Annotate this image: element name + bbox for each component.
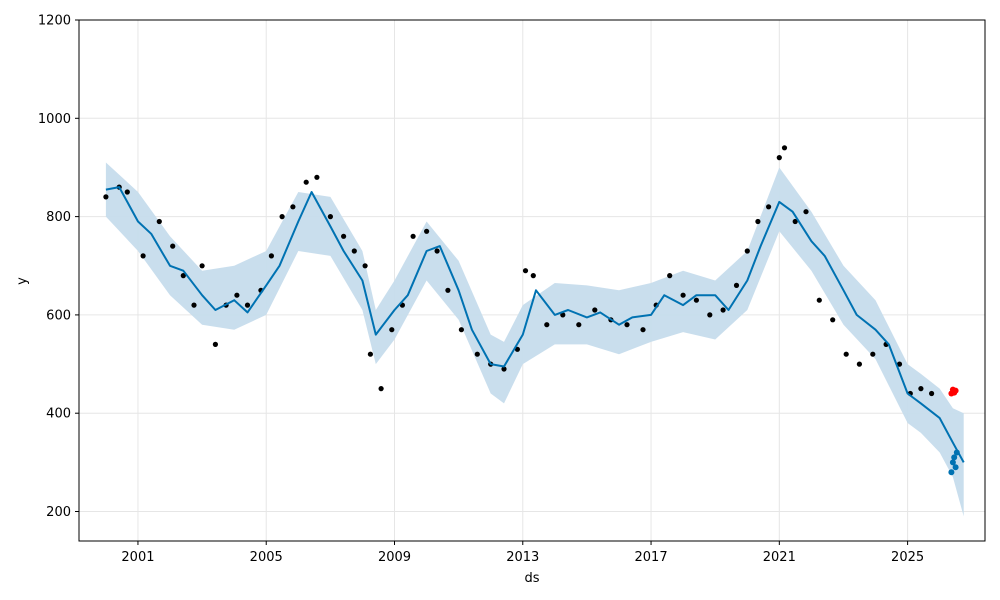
y-tick-label: 400: [46, 407, 71, 422]
forecast-point: [953, 449, 960, 456]
plot-area-frame: [78, 19, 986, 542]
observed-point: [140, 253, 146, 259]
observed-point: [341, 233, 347, 239]
forecast-point: [951, 454, 958, 461]
observed-point: [458, 327, 464, 333]
observed-point: [792, 218, 798, 225]
y-axis-title: y: [15, 277, 30, 285]
x-tick-label: 2001: [121, 550, 154, 565]
observed-point: [180, 273, 186, 279]
observed-point: [530, 273, 536, 279]
observed-point: [434, 248, 440, 254]
recent-point: [952, 387, 959, 394]
observed-point: [234, 292, 240, 298]
observed-point: [667, 273, 673, 279]
observed-point: [378, 386, 384, 392]
observed-point: [170, 243, 176, 249]
recent-points: [948, 386, 959, 397]
forecast-line-path: [105, 186, 965, 463]
forecast-point: [948, 469, 955, 476]
y-tick-label: 1000: [38, 112, 71, 127]
observed-point: [389, 327, 395, 333]
observed-point: [918, 386, 924, 392]
observed-point: [680, 292, 686, 298]
observed-point: [755, 218, 761, 225]
observed-point: [290, 204, 296, 210]
y-tick-label: 600: [46, 308, 71, 323]
x-axis-title: ds: [524, 571, 539, 586]
x-tick-label: 2025: [891, 550, 924, 565]
observed-point: [830, 317, 836, 323]
observed-point: [816, 297, 822, 303]
observed-point: [124, 189, 130, 195]
observed-point: [560, 312, 566, 318]
y-axis-ticks: 200 400 600 800 1000 1200: [38, 14, 79, 520]
forecast-point: [949, 459, 956, 466]
observed-point: [576, 322, 582, 328]
observed-point: [803, 209, 809, 215]
observed-point: [744, 248, 750, 254]
observed-point: [327, 214, 333, 220]
observed-point: [720, 307, 726, 313]
observed-point: [514, 346, 521, 352]
observed-point: [693, 297, 700, 303]
observed-point: [410, 233, 416, 239]
observed-point: [424, 228, 430, 234]
observed-point: [522, 268, 529, 274]
observed-point: [303, 179, 309, 185]
observed-point: [707, 312, 713, 318]
observed-point: [501, 366, 507, 372]
observed-point: [199, 263, 205, 269]
observed-point: [474, 351, 480, 357]
forecast-line: [105, 186, 965, 463]
x-tick-label: 2009: [378, 550, 411, 565]
observed-point: [856, 361, 863, 367]
observed-point: [870, 351, 876, 357]
observed-point: [766, 204, 772, 210]
observed-point: [268, 253, 274, 259]
observed-point: [279, 214, 285, 220]
y-tick-label: 800: [46, 210, 71, 225]
forecast-point: [952, 464, 959, 471]
observed-point: [314, 174, 320, 180]
observed-point: [445, 287, 451, 293]
observed-point: [351, 248, 357, 254]
observed-point: [367, 351, 373, 357]
observed-point: [733, 282, 740, 288]
x-tick-label: 2013: [506, 550, 539, 565]
observed-points: [103, 145, 935, 397]
observed-point: [781, 145, 788, 151]
x-tick-label: 2021: [763, 550, 796, 565]
observed-point: [640, 327, 646, 333]
observed-point: [544, 322, 550, 328]
observed-point: [156, 218, 162, 225]
observed-point: [244, 302, 251, 308]
y-tick-label: 1200: [38, 14, 71, 29]
observed-point: [776, 155, 782, 161]
observed-point: [624, 322, 630, 328]
y-tick-label: 200: [46, 505, 71, 520]
observed-point: [896, 361, 903, 367]
observed-point: [191, 302, 197, 308]
observed-point: [592, 307, 598, 313]
observed-point: [929, 390, 935, 397]
observed-point: [843, 351, 849, 357]
observed-point: [103, 194, 109, 200]
observed-point: [212, 341, 218, 347]
forecast-points: [948, 449, 960, 476]
x-tick-label: 2017: [635, 550, 668, 565]
x-axis-ticks: 2001 2005 2009 2013 2017 2021 2025: [121, 541, 924, 565]
x-tick-label: 2005: [250, 550, 283, 565]
observed-point: [362, 263, 368, 269]
